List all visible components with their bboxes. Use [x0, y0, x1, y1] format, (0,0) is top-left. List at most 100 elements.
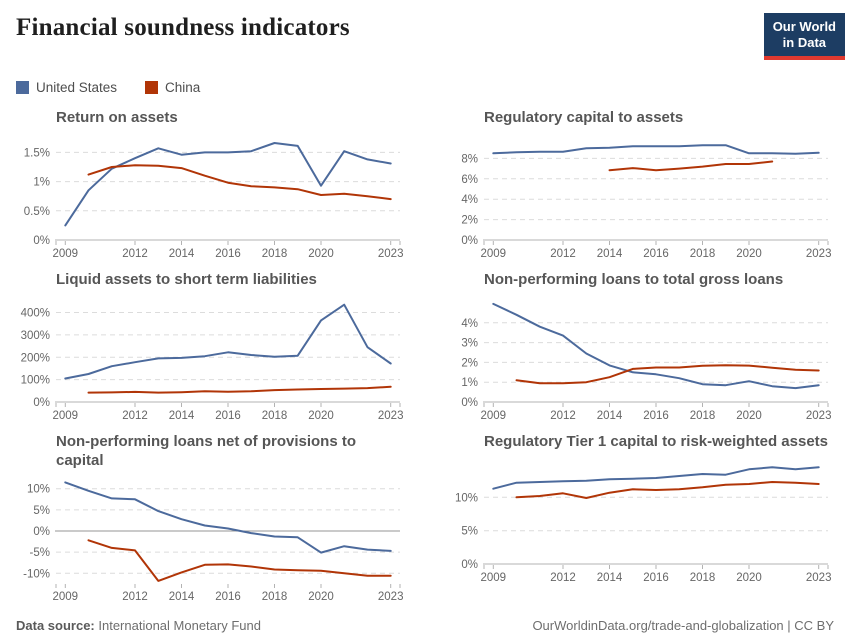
x-axis-label: 2020: [308, 410, 334, 422]
x-axis-label: 2020: [736, 248, 762, 260]
x-axis-label: 2018: [690, 572, 716, 584]
y-axis-label: 1%: [33, 176, 50, 188]
x-axis-label: 2023: [806, 248, 832, 260]
data-source-value: International Monetary Fund: [98, 617, 261, 633]
legend-swatch-united-states-icon: [16, 80, 29, 94]
x-axis-label: 2014: [597, 410, 623, 422]
x-axis-label: 2012: [122, 248, 148, 260]
x-axis-label: 2018: [690, 410, 716, 422]
x-axis-label: 2023: [378, 591, 404, 603]
chart-canvas[interactable]: 0% 0.5% 1% 1.5% 2009 2012 2014 2016 2018 2020 2023: [16, 130, 406, 262]
x-axis-label: 2016: [215, 410, 241, 422]
y-axis-label: 2%: [461, 214, 478, 226]
chart-canvas[interactable]: 0% 100% 200% 300% 400% 2009 2012 2014 2016 2018 20…: [16, 292, 406, 424]
legend-swatch-china-icon: [145, 80, 159, 94]
y-axis-label: 0%: [461, 235, 478, 247]
legend-item-china[interactable]: China: [145, 80, 200, 95]
legend-label-china: China: [165, 79, 201, 95]
owid-logo[interactable]: Our World in Data: [763, 13, 845, 60]
x-axis-label: 2009: [53, 410, 79, 422]
x-axis-label: 2018: [262, 591, 288, 603]
footer: Data source: International Monetary Fund…: [0, 605, 850, 633]
chart-title: Liquid assets to short term liabilities: [56, 270, 317, 288]
series-line-china[interactable]: [87, 385, 392, 394]
series-line-united-states[interactable]: [492, 302, 820, 389]
x-axis-label: 2014: [597, 572, 623, 584]
credit-link[interactable]: OurWorldinData.org/trade-and-globalizati…: [532, 617, 834, 633]
legend-label-united-states: United States: [36, 79, 118, 95]
y-axis-label: 0%: [33, 235, 50, 247]
data-source: Data source: International Monetary Fund: [16, 618, 261, 633]
x-axis-label: 2016: [643, 410, 669, 422]
y-axis-label: 0.5%: [24, 205, 50, 217]
series-line-china[interactable]: [87, 163, 392, 200]
x-axis-label: 2009: [53, 591, 79, 603]
y-axis-label: 5%: [461, 525, 478, 537]
series-line-china[interactable]: [515, 480, 820, 499]
x-axis-label: 2014: [597, 248, 623, 260]
series-line-united-states[interactable]: [64, 141, 392, 226]
chart-non-performing-loans-to-total-gross-loans: Non-performing loans to total gross loan…: [444, 270, 834, 424]
series-line-united-states[interactable]: [492, 465, 820, 490]
y-axis-label: 0%: [461, 559, 478, 571]
x-axis-label: 2023: [806, 410, 832, 422]
y-axis-label: 4%: [461, 194, 478, 206]
y-axis-label: -10%: [23, 568, 50, 580]
x-axis-label: 2014: [169, 410, 195, 422]
owid-logo-line2: in Data: [782, 35, 827, 51]
x-axis-label: 2023: [378, 248, 404, 260]
x-axis-label: 2014: [169, 248, 195, 260]
x-axis-label: 2009: [53, 248, 79, 260]
series-line-china[interactable]: [515, 363, 820, 384]
y-axis-label: 8%: [461, 153, 478, 165]
x-axis-label: 2012: [550, 410, 576, 422]
chart-liquid-assets-to-short-term-liabilities: Liquid assets to short term liabilities …: [16, 270, 406, 424]
x-axis-label: 2023: [378, 410, 404, 422]
owid-logo-line1: Our World: [772, 19, 836, 34]
page-title: Financial soundness indicators: [16, 14, 350, 41]
legend-item-united-states[interactable]: United States: [16, 80, 117, 95]
x-axis-label: 2009: [481, 410, 507, 422]
y-axis-label: 100%: [21, 374, 50, 386]
y-axis-label: 10%: [455, 492, 478, 504]
y-axis-label: 0%: [33, 526, 50, 538]
y-axis-label: 1%: [461, 377, 478, 389]
charts-grid: Return on assets 0% 0.5% 1% 1.5% 2009 2012 201…: [0, 95, 850, 605]
chart-title: Regulatory Tier 1 capital to risk-weight…: [484, 432, 829, 450]
x-axis-label: 2020: [308, 248, 334, 260]
chart-regulatory-tier-1-capital-to-risk-weighted-assets: Regulatory Tier 1 capital to risk-weight…: [444, 432, 834, 605]
x-axis-label: 2014: [169, 591, 195, 603]
y-axis-label: -5%: [30, 547, 50, 559]
series-line-united-states[interactable]: [64, 480, 392, 554]
chart-canvas[interactable]: 0% 2% 4% 6% 8% 2009 2012 2014 2016 2018 2020 2023: [444, 130, 834, 262]
chart-non-performing-loans-net-of-provisions-to-capital: Non-performing loans net of provisions t…: [16, 432, 406, 605]
chart-canvas[interactable]: 0% 5% 10% 2009 2012 2014 2016 2018 2020 2023: [444, 454, 834, 586]
series-line-united-states[interactable]: [64, 303, 392, 379]
x-axis-label: 2018: [690, 248, 716, 260]
x-axis-label: 2016: [215, 248, 241, 260]
x-axis-label: 2009: [481, 572, 507, 584]
y-axis-label: 200%: [21, 352, 50, 364]
series-line-china[interactable]: [87, 538, 392, 582]
y-axis-label: 400%: [21, 307, 50, 319]
x-axis-label: 2016: [215, 591, 241, 603]
y-axis-label: 5%: [33, 504, 50, 516]
x-axis-label: 2012: [550, 572, 576, 584]
x-axis-label: 2018: [262, 248, 288, 260]
x-axis-label: 2020: [736, 410, 762, 422]
x-axis-label: 2012: [122, 591, 148, 603]
chart-title: Return on assets: [56, 108, 178, 126]
x-axis-label: 2012: [122, 410, 148, 422]
chart-return-on-assets: Return on assets 0% 0.5% 1% 1.5% 2009 2012 201…: [16, 108, 406, 262]
header: Financial soundness indicators Our World…: [0, 0, 850, 60]
x-axis-label: 2016: [643, 248, 669, 260]
series-line-united-states[interactable]: [492, 143, 820, 155]
x-axis-label: 2023: [806, 572, 832, 584]
series-line-china[interactable]: [608, 160, 774, 171]
chart-canvas[interactable]: -10% -5% 0% 5% 10% 2009 2012 2014 2016 2018 2020 20…: [16, 473, 406, 605]
chart-title: Non-performing loans to total gross loan…: [484, 270, 784, 288]
chart-canvas[interactable]: 0% 1% 2% 3% 4% 2009 2012 2014 2016 2018 2020 2023: [444, 292, 834, 424]
chart-title: Regulatory capital to assets: [484, 108, 684, 126]
y-axis-label: 4%: [461, 317, 478, 329]
y-axis-label: 10%: [27, 483, 50, 495]
